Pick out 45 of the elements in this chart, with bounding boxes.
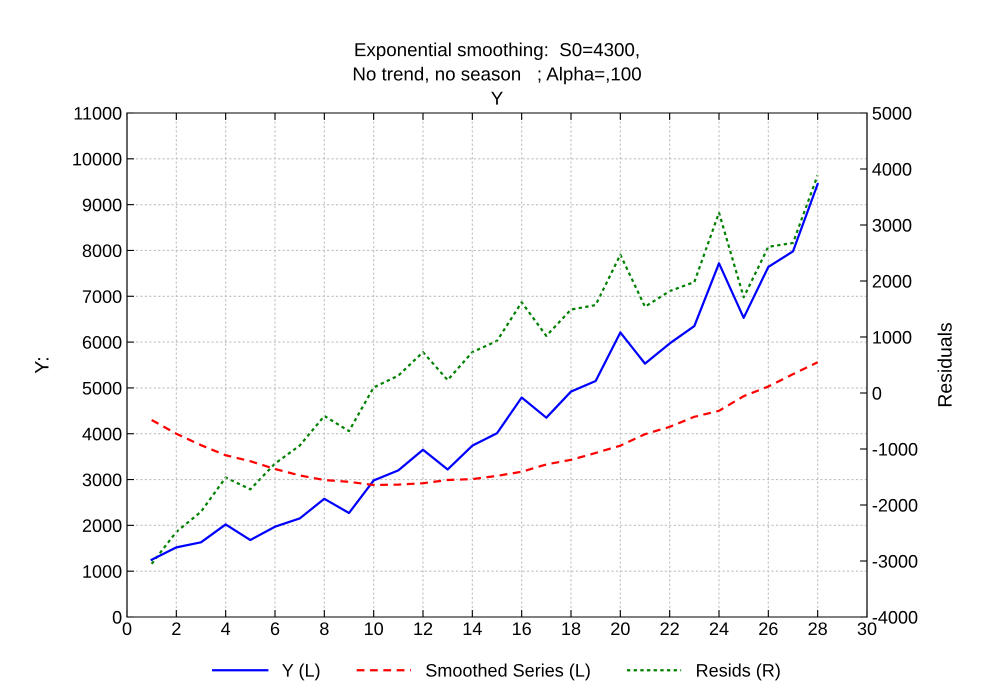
y2-tick-label: -4000 [872,610,918,624]
y-tick-label: 0 [112,610,122,624]
x-tick-label: 14 [464,622,482,635]
x-tick-label: 12 [414,622,432,635]
x-tick-label: 18 [562,622,580,636]
y-tick-label: 11000 [74,106,122,120]
y2-axis-title: Residuals [937,323,952,406]
y2-tick-label: 2000 [872,274,912,288]
y2-tick-label: 4000 [872,162,912,176]
y2-tick-label: -1000 [872,442,918,456]
x-tick-label: 2 [172,622,180,635]
x-tick-label: 30 [858,622,876,636]
y2-tick-label: 1000 [873,330,912,344]
line-series [150,361,819,486]
y-tick-label: 10000 [73,152,122,166]
x-tick-label: 8 [320,622,329,636]
x-tick-label: 10 [365,622,384,636]
y2-tick-label: -3000 [872,554,918,568]
x-tick-label: 4 [221,622,230,635]
x-tick-label: 24 [710,622,729,635]
y2-tick-label: 0 [872,386,882,400]
x-tick-label: 20 [611,622,630,636]
y2-tick-label: -2000 [872,498,918,512]
chart-title: Exponential smoothing: S0=4300, No trend, no season ; Alpha=,100 Y [354,42,641,105]
x-tick-label: 6 [270,622,280,636]
legend-label: Resids (R) [697,663,780,680]
y-tick-label: 6000 [82,336,122,349]
legend-label: Smoothed Series (L) [426,663,590,680]
x-tick-label: 22 [660,622,679,635]
y-tick-label: 3000 [82,473,122,486]
y2-tick-label: 5000 [872,106,912,120]
y2-tick-label: 3000 [872,218,912,232]
x-tick-label: 0 [122,622,132,636]
x-tick-label: 26 [759,622,778,636]
x-tick-label: 16 [513,622,531,636]
y-tick-label: 5000 [82,382,122,395]
legend-label: Y (L) [282,663,320,680]
y-tick-label: 4000 [82,428,122,440]
y-tick-label: 2000 [82,519,122,532]
y-tick-label: 1000 [83,565,122,578]
y-axis-title: Y: [35,358,48,374]
y-tick-label: 9000 [82,198,122,212]
x-tick-label: 28 [808,622,827,636]
y-tick-label: 8000 [82,244,122,258]
y-tick-label: 7000 [82,290,122,303]
